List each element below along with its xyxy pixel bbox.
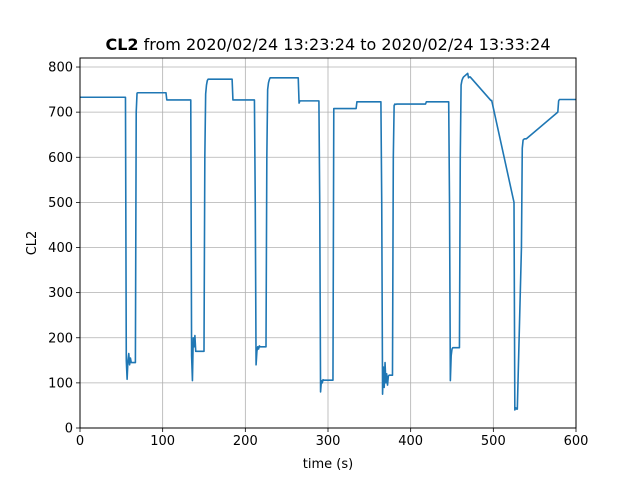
x-axis-ticks: 0 100 200 300 400 500 600 xyxy=(76,428,589,449)
y-tick-label: 100 xyxy=(48,376,73,391)
chart-title-rest: from 2020/02/24 13:23:24 to 2020/02/24 1… xyxy=(139,35,551,54)
series-layer xyxy=(80,72,576,411)
series-line xyxy=(80,72,576,411)
y-tick-label: 300 xyxy=(48,286,73,301)
x-tick-label: 200 xyxy=(233,434,258,449)
y-tick-label: 400 xyxy=(48,241,73,256)
x-tick-label: 400 xyxy=(398,434,423,449)
x-tick-label: 0 xyxy=(76,434,84,449)
x-tick-label: 600 xyxy=(564,434,589,449)
x-tick-label: 100 xyxy=(150,434,175,449)
y-axis-label: CL2 xyxy=(25,231,40,256)
y-tick-label: 500 xyxy=(48,196,73,211)
x-axis-label: time (s) xyxy=(303,457,353,472)
chart-title: CL2 from 2020/02/24 13:23:24 to 2020/02/… xyxy=(105,35,550,54)
y-tick-label: 700 xyxy=(48,106,73,121)
x-tick-label: 500 xyxy=(481,434,506,449)
x-tick-label: 300 xyxy=(316,434,341,449)
y-axis-ticks: 0 100 200 300 400 500 600 700 800 xyxy=(48,61,80,437)
chart-title-bold: CL2 xyxy=(105,35,138,54)
y-tick-label: 200 xyxy=(48,331,73,346)
y-tick-label: 600 xyxy=(48,151,73,166)
y-tick-label: 800 xyxy=(48,61,73,76)
y-tick-label: 0 xyxy=(65,422,73,437)
